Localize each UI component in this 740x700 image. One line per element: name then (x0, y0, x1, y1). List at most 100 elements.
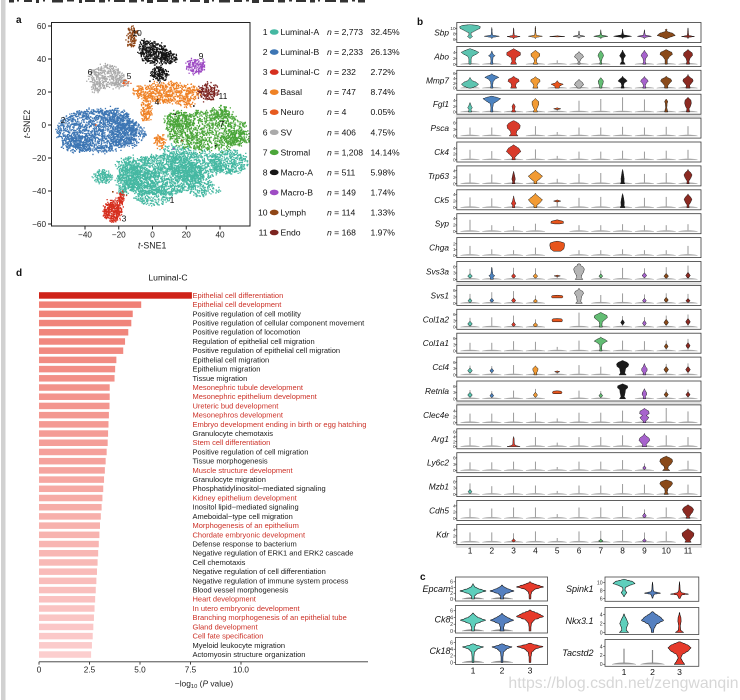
svg-text:3: 3 (453, 271, 456, 276)
svg-text:8: 8 (263, 167, 268, 177)
svg-text:Endo: Endo (281, 228, 301, 238)
svg-text:5: 5 (263, 107, 268, 117)
svg-text:6: 6 (450, 640, 453, 646)
svg-text:6: 6 (88, 67, 93, 77)
svg-text:2: 2 (600, 621, 603, 627)
svg-text:6: 6 (453, 288, 456, 293)
svg-text:Tissue morphogenesis: Tissue morphogenesis (193, 457, 268, 466)
svg-text:3: 3 (528, 666, 533, 676)
svg-text:2: 2 (453, 510, 456, 515)
svg-text:−20: −20 (32, 154, 46, 163)
svg-text:Lymph: Lymph (281, 207, 307, 217)
svg-text:Retnla: Retnla (425, 386, 449, 396)
svg-text:Chga: Chga (429, 243, 449, 253)
svg-text:10: 10 (132, 28, 142, 38)
svg-text:4: 4 (453, 409, 456, 414)
svg-text:1: 1 (263, 27, 268, 37)
svg-text:n = 2,233: n = 2,233 (327, 47, 363, 57)
svg-text:Sbp: Sbp (434, 28, 449, 38)
svg-text:2: 2 (450, 622, 453, 628)
svg-text:0: 0 (600, 630, 603, 636)
svg-text:4: 4 (453, 503, 456, 508)
svg-text:60: 60 (37, 22, 47, 31)
svg-text:Ly6c2: Ly6c2 (427, 458, 449, 468)
svg-text:2: 2 (453, 199, 456, 204)
svg-text:−60: −60 (32, 220, 46, 229)
svg-text:6: 6 (263, 127, 268, 137)
svg-text:0: 0 (453, 349, 456, 354)
svg-text:20: 20 (37, 88, 47, 97)
svg-text:10: 10 (450, 26, 456, 31)
svg-text:9: 9 (642, 546, 647, 556)
svg-text:4: 4 (450, 585, 453, 591)
svg-text:4: 4 (533, 546, 538, 556)
svg-text:0: 0 (450, 597, 453, 603)
svg-text:8: 8 (164, 53, 169, 63)
svg-text:0: 0 (600, 662, 603, 668)
svg-text:Morphogenesis of an epithelium: Morphogenesis of an epithelium (193, 521, 299, 530)
svg-text:Blood vessel morphogenesis: Blood vessel morphogenesis (193, 586, 289, 595)
svg-text:3: 3 (453, 318, 456, 323)
svg-text:0: 0 (453, 253, 456, 258)
svg-text:3: 3 (453, 486, 456, 491)
svg-text:Ck5: Ck5 (434, 195, 449, 205)
svg-text:0: 0 (453, 110, 456, 115)
svg-text:2: 2 (453, 56, 456, 61)
svg-text:Ck18: Ck18 (429, 646, 450, 656)
svg-text:Muscle structure development: Muscle structure development (193, 466, 294, 475)
svg-text:0: 0 (453, 62, 456, 67)
svg-text:2: 2 (61, 115, 66, 125)
svg-text:6: 6 (453, 479, 456, 484)
svg-text:n = 4: n = 4 (327, 107, 347, 117)
svg-text:Negative regulation of immune: Negative regulation of immune system pro… (193, 576, 349, 585)
svg-text:Myeloid leukocyte migration: Myeloid leukocyte migration (193, 641, 286, 650)
svg-text:4: 4 (600, 644, 603, 650)
svg-text:2: 2 (453, 415, 456, 420)
svg-text:6: 6 (453, 121, 456, 126)
svg-text:2.72%: 2.72% (371, 67, 396, 77)
svg-text:2: 2 (500, 666, 505, 676)
svg-text:Stem cell differentiation: Stem cell differentiation (193, 438, 271, 447)
svg-text:−20: −20 (112, 231, 126, 240)
svg-text:4: 4 (453, 192, 456, 197)
svg-text:9: 9 (199, 51, 204, 61)
svg-text:1: 1 (622, 667, 627, 677)
svg-text:6: 6 (453, 455, 456, 460)
svg-text:0: 0 (453, 373, 456, 378)
svg-text:Col1a2: Col1a2 (423, 314, 450, 324)
svg-text:Regulation of epithelial cell: Regulation of epithelial cell migration (193, 337, 315, 346)
svg-text:0: 0 (453, 444, 456, 449)
svg-text:Gland development: Gland development (193, 622, 259, 631)
svg-text:5.98%: 5.98% (371, 167, 396, 177)
svg-text:0: 0 (453, 492, 456, 497)
svg-text:40: 40 (37, 55, 47, 64)
svg-text:5: 5 (555, 546, 560, 556)
svg-text:Abo: Abo (433, 51, 449, 61)
svg-text:Defense response to bacterium: Defense response to bacterium (193, 539, 297, 548)
svg-text:Col1a1: Col1a1 (423, 338, 449, 348)
svg-text:3: 3 (453, 342, 456, 347)
svg-text:Kdr: Kdr (436, 529, 450, 539)
svg-text:4: 4 (453, 146, 456, 151)
svg-text:Mmp7: Mmp7 (426, 75, 449, 85)
svg-text:1.97%: 1.97% (371, 228, 396, 238)
svg-text:0: 0 (453, 301, 456, 306)
svg-text:Macro-B: Macro-B (281, 187, 314, 197)
svg-text:11: 11 (684, 546, 693, 556)
svg-text:Positive regulation of locomot: Positive regulation of locomotion (193, 328, 301, 337)
svg-text:3: 3 (453, 462, 456, 467)
svg-text:2: 2 (600, 653, 603, 659)
svg-text:2: 2 (650, 667, 655, 677)
svg-text:Embryo development ending in b: Embryo development ending in birth or eg… (193, 420, 367, 429)
svg-text:2: 2 (453, 241, 456, 246)
svg-text:4: 4 (263, 87, 268, 97)
svg-text:Cdh5: Cdh5 (429, 506, 449, 516)
svg-text:Actomyosin structure organizat: Actomyosin structure organization (193, 650, 306, 659)
svg-text:Positive regulation of cellula: Positive regulation of cellular componen… (193, 319, 366, 328)
svg-text:Neuro: Neuro (281, 107, 305, 117)
svg-text:4: 4 (450, 615, 453, 621)
svg-text:Stromal: Stromal (281, 147, 311, 157)
svg-text:4: 4 (155, 97, 160, 107)
svg-text:6: 6 (453, 71, 456, 76)
svg-text:Syp: Syp (435, 219, 450, 229)
